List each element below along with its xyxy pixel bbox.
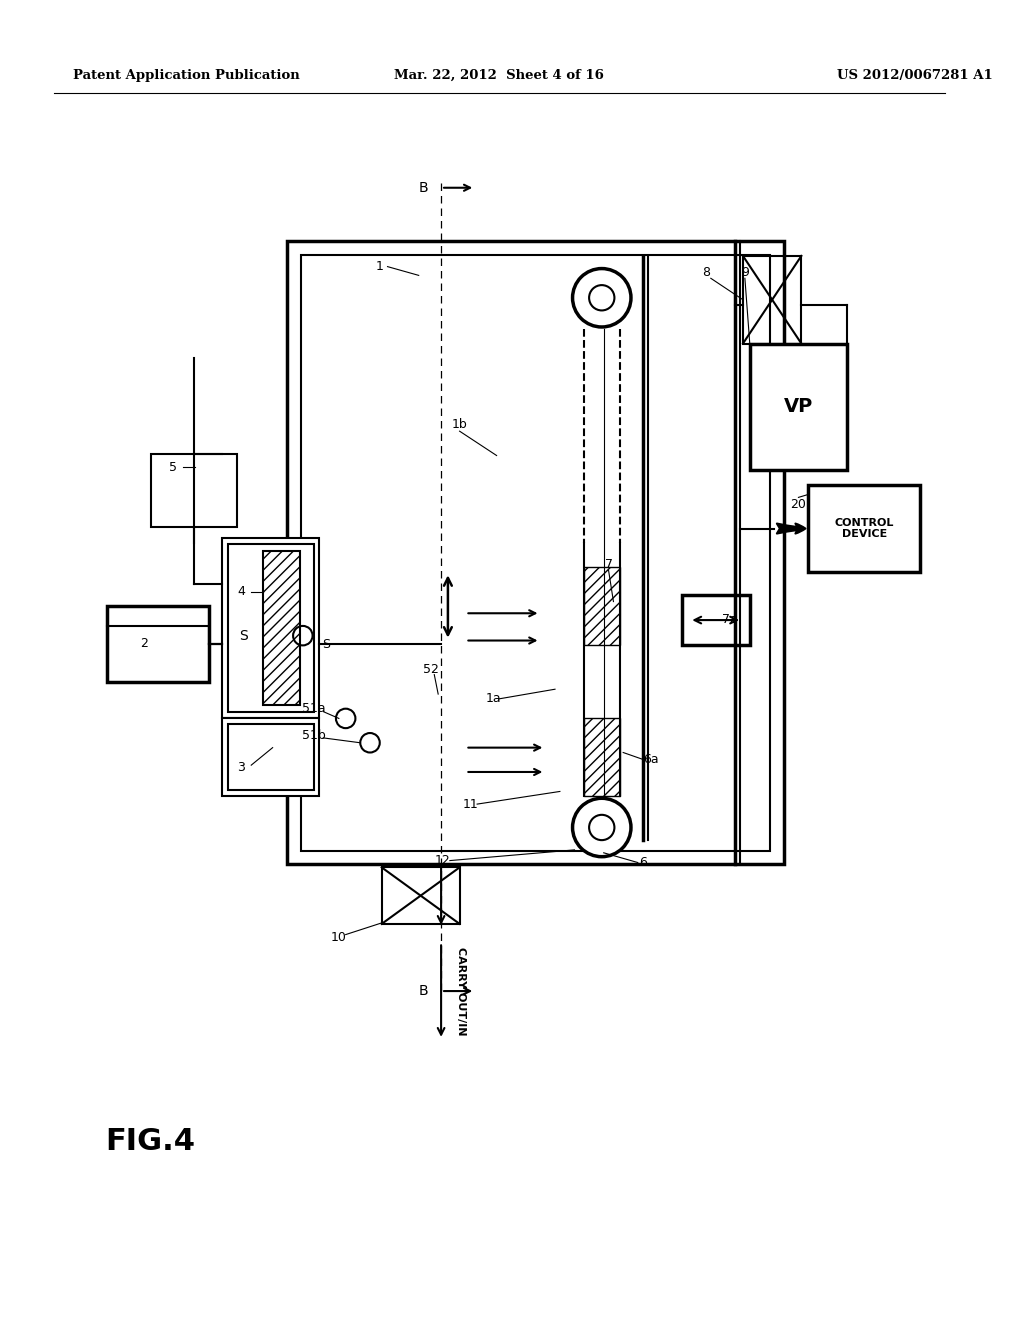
- Text: 51b: 51b: [302, 730, 326, 742]
- Text: 3: 3: [238, 760, 246, 774]
- Text: 9: 9: [741, 265, 749, 279]
- Bar: [382, 867, 460, 924]
- Text: 4: 4: [238, 585, 246, 598]
- Bar: [228, 725, 313, 791]
- Text: 1a: 1a: [485, 693, 502, 705]
- Bar: [108, 606, 209, 682]
- Bar: [263, 550, 300, 705]
- Text: 8: 8: [701, 265, 710, 279]
- Bar: [222, 539, 319, 718]
- Text: 7a: 7a: [722, 612, 738, 626]
- Text: 10: 10: [331, 931, 347, 944]
- Text: 2: 2: [140, 638, 148, 649]
- Circle shape: [336, 709, 355, 729]
- Bar: [585, 568, 621, 645]
- Text: 51a: 51a: [302, 702, 326, 715]
- Text: B: B: [419, 181, 428, 195]
- Bar: [808, 484, 921, 573]
- Text: 20: 20: [791, 498, 806, 511]
- Bar: [288, 242, 783, 865]
- Text: 5: 5: [169, 461, 177, 474]
- Circle shape: [572, 799, 631, 857]
- Bar: [682, 595, 750, 645]
- Text: CARRY OUT/IN: CARRY OUT/IN: [456, 946, 466, 1035]
- Bar: [301, 255, 770, 851]
- Text: VP: VP: [783, 397, 813, 416]
- Text: Patent Application Publication: Patent Application Publication: [73, 69, 300, 82]
- Text: 11: 11: [463, 797, 478, 810]
- Text: B: B: [419, 985, 428, 998]
- Text: CONTROL
DEVICE: CONTROL DEVICE: [835, 517, 894, 540]
- Bar: [585, 718, 621, 796]
- Text: Mar. 22, 2012  Sheet 4 of 16: Mar. 22, 2012 Sheet 4 of 16: [393, 69, 603, 82]
- Bar: [750, 343, 847, 470]
- Text: 1b: 1b: [452, 418, 468, 430]
- Text: 6a: 6a: [643, 752, 658, 766]
- Bar: [151, 454, 237, 527]
- Circle shape: [572, 268, 631, 327]
- Text: 52: 52: [423, 663, 439, 676]
- Bar: [743, 256, 802, 343]
- Text: 6: 6: [639, 857, 646, 869]
- Text: 7: 7: [604, 558, 612, 572]
- Bar: [222, 718, 319, 796]
- Text: S: S: [323, 638, 330, 651]
- Circle shape: [360, 733, 380, 752]
- Text: S: S: [239, 628, 248, 643]
- Text: FIG.4: FIG.4: [105, 1127, 196, 1156]
- Text: US 2012/0067281 A1: US 2012/0067281 A1: [838, 69, 993, 82]
- Bar: [228, 544, 313, 711]
- Text: 12: 12: [435, 854, 451, 867]
- Text: 1: 1: [376, 260, 384, 273]
